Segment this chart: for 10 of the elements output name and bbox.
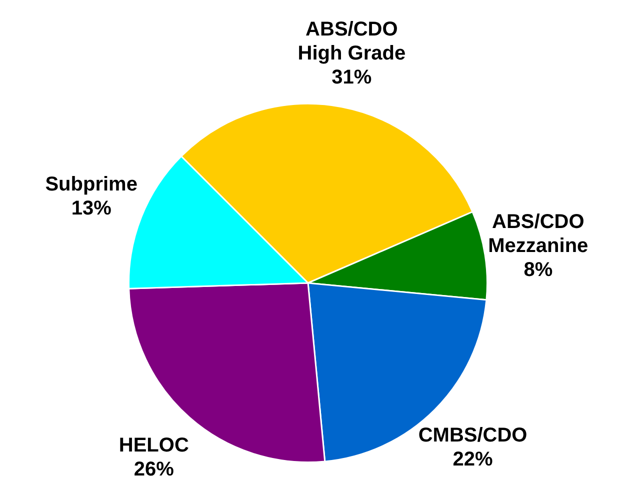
slice-label: Subprime [45, 174, 138, 196]
data-label: 26% [134, 458, 174, 480]
slice-label: HELOC [118, 434, 189, 456]
data-label: 31% [332, 66, 372, 89]
data-label: 13% [71, 198, 112, 220]
slice-label: ABS/CDO Mezzanine [488, 211, 588, 258]
data-label: 22% [452, 448, 494, 470]
data-label: 8% [524, 259, 553, 282]
slice-label: ABS/CDO High Grade [298, 18, 406, 65]
slice-label: CMBS/CDO [418, 424, 528, 446]
